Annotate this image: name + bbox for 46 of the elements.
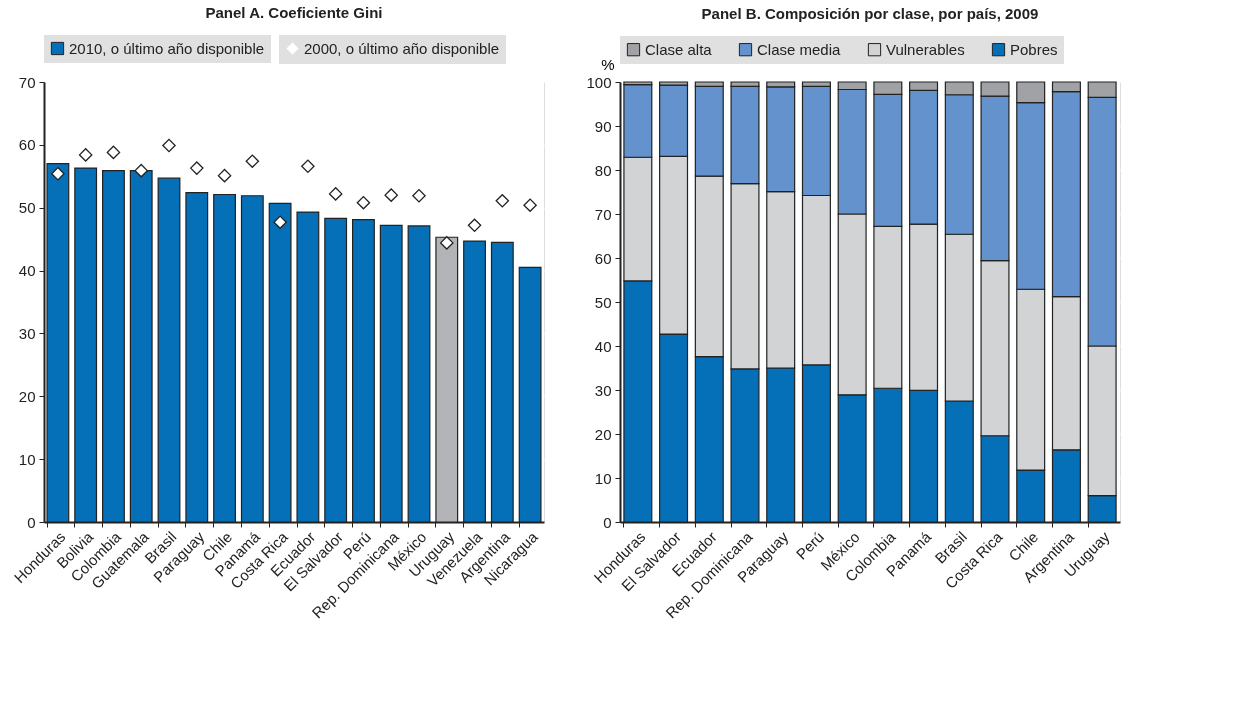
y-tick-label: 60 [594,249,612,267]
point [217,168,232,183]
y-tick-label: 0 [603,513,612,531]
y-tick-label: 80 [594,161,612,179]
legend-label: 2000, o último año disponible [304,39,500,57]
point [106,145,121,160]
y-tick-label: 70 [594,205,612,223]
point [328,187,343,201]
y-tick-label: 30 [594,381,612,399]
chart-title: Panel B. Composición por clase, por país, 2009 [701,5,1039,22]
y-tick-label: 40 [594,337,612,355]
chart-title: Panel A. Coeficiente Gini [205,4,383,21]
legend-label: Clase alta [645,40,713,58]
y-tick-label: 60 [18,136,36,154]
point [467,218,482,233]
point [162,138,176,153]
y-axis-title: % [601,55,615,73]
y-tick-label: 10 [594,469,612,487]
y-tick-label: 70 [18,73,36,91]
point [523,198,537,212]
y-tick-label: 40 [18,262,36,280]
point [412,189,426,203]
legend-label: Clase media [757,40,842,58]
y-tick-label: 30 [18,324,36,342]
legend-label: Vulnerables [886,40,965,58]
point [495,194,510,208]
y-tick-label: 0 [27,513,36,531]
y-tick-label: 20 [18,387,36,405]
y-tick-label: 90 [594,117,612,135]
y-tick-label: 50 [18,199,36,217]
point [245,154,260,168]
point [356,195,371,210]
legend-label: 2010, o último año disponible [69,39,265,57]
point [51,167,65,181]
point [384,188,398,202]
point [273,215,287,229]
point [440,236,454,250]
legend-label: Pobres [1010,40,1058,58]
y-tick-label: 20 [594,425,612,443]
y-tick-label: 100 [586,73,612,91]
point [301,159,315,173]
y-tick-label: 50 [594,293,612,311]
point [78,148,93,162]
point [134,163,148,178]
y-tick-label: 10 [18,450,36,468]
point [190,161,204,175]
